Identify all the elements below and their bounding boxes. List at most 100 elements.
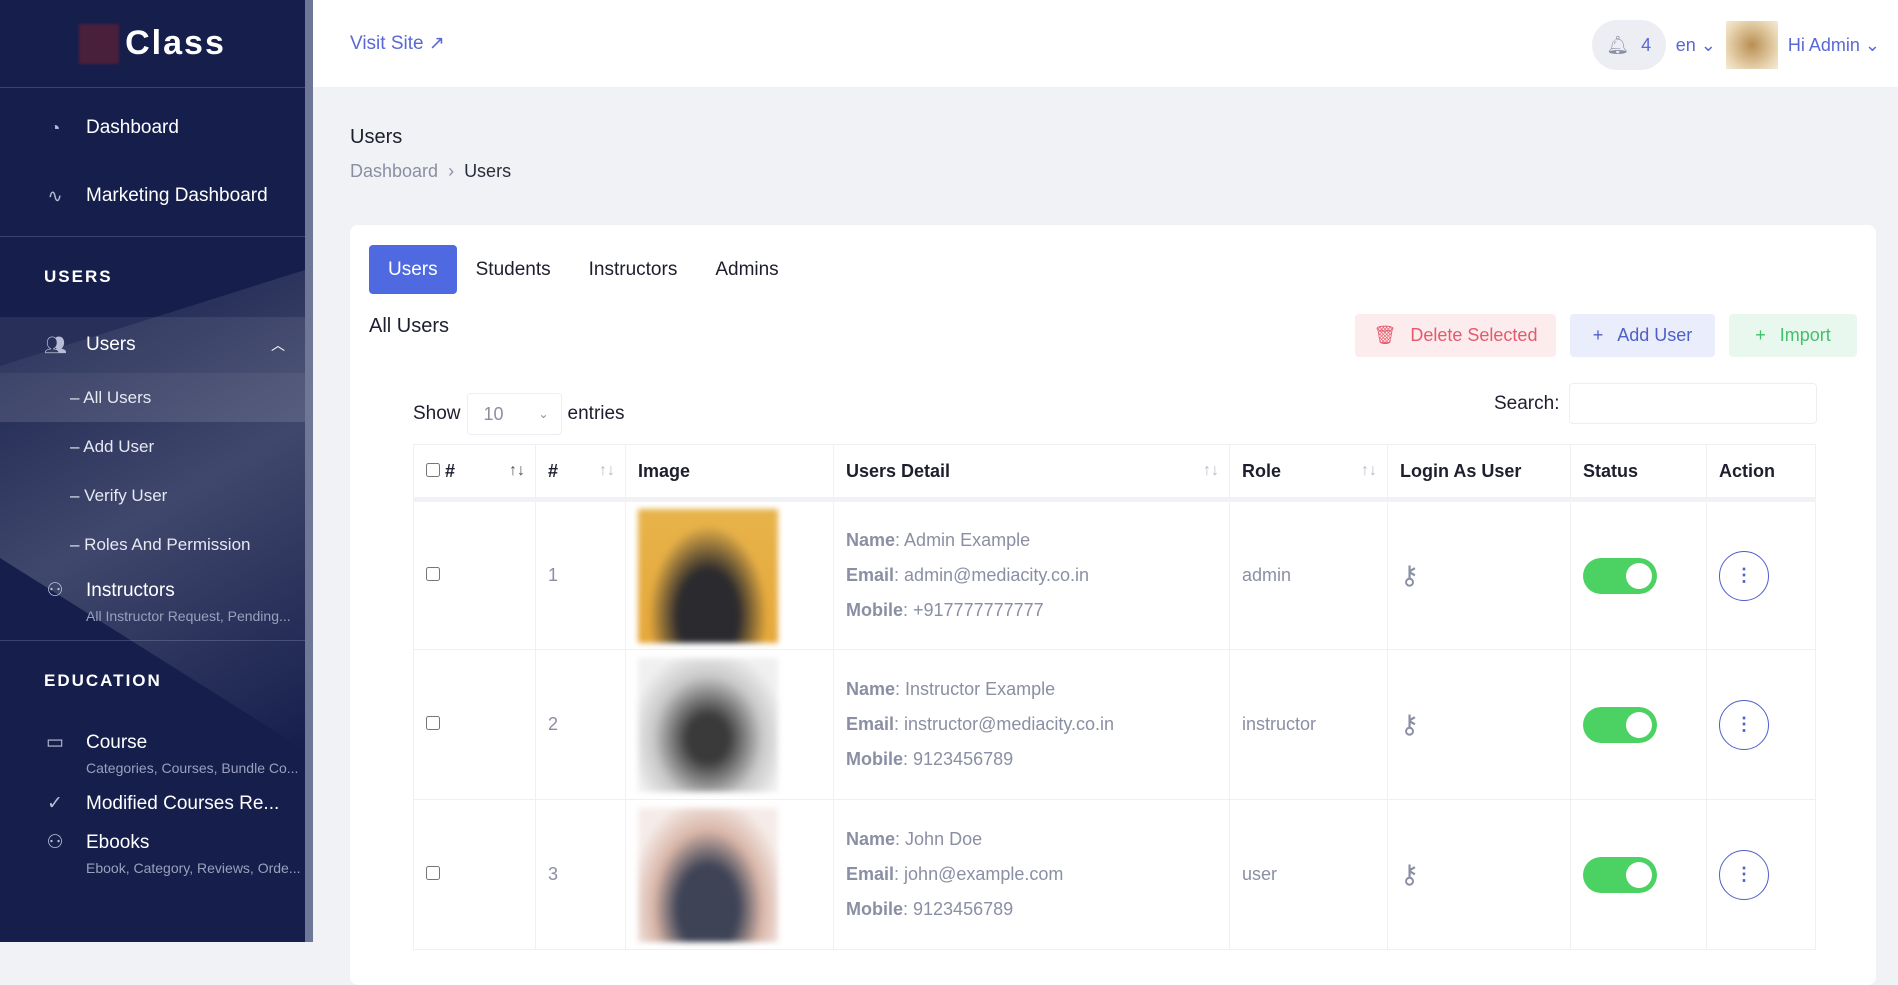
users-card: Users Students Instructors Admins All Us… — [350, 225, 1876, 985]
row-login-cell: ⚷ — [1387, 649, 1571, 800]
notifications-button[interactable]: 🔔︎ 4 — [1591, 20, 1666, 70]
import-button[interactable]: + Import — [1729, 314, 1857, 357]
search-control: Search: — [1494, 383, 1818, 424]
button-label: Add User — [1617, 325, 1693, 345]
user-mobile: 9123456789 — [913, 899, 1014, 919]
page-title: Users — [350, 126, 403, 148]
more-actions-button[interactable]: ⋮ — [1719, 849, 1769, 900]
logo-image — [79, 23, 120, 64]
delete-selected-button[interactable]: 🗑︎ Delete Selected — [1355, 314, 1556, 357]
language-dropdown[interactable]: en ⌄ — [1676, 35, 1716, 56]
sidebar-item-instructors[interactable]: ⚇ Instructors All Instructor Request, Pend… — [0, 579, 305, 625]
sidebar-subitem-roles[interactable]: – Roles And Permission — [70, 534, 251, 554]
row-select-cell — [413, 499, 536, 650]
tab-instructors[interactable]: Instructors — [588, 258, 678, 280]
row-image-cell — [625, 649, 834, 800]
sidebar-item-dashboard[interactable]: ◔ Dashboard — [0, 94, 305, 162]
sidebar-item-ebooks[interactable]: ⚇ Ebooks Ebook, Category, Reviews, Orde... — [0, 831, 305, 877]
row-details: Name: Instructor Example Email: instruct… — [833, 649, 1230, 800]
row-select-cell — [413, 799, 536, 950]
key-icon[interactable]: ⚷ — [1400, 560, 1420, 590]
tab-admins[interactable]: Admins — [715, 258, 779, 280]
sidebar-item-marketing-dashboard[interactable]: ∿ Marketing Dashboard — [0, 162, 305, 230]
entries-control: Show 10 ⌄ entries — [413, 393, 625, 435]
user-photo — [638, 657, 778, 792]
sidebar-item-label: Course — [86, 731, 148, 753]
divider — [0, 640, 305, 641]
sort-icon[interactable]: ↑↓ — [599, 462, 615, 479]
sidebar-item-label: Ebooks — [86, 831, 150, 853]
sidebar-subitem-verify-user[interactable]: – Verify User — [70, 485, 168, 505]
visit-site-label: Visit Site — [350, 33, 424, 54]
sidebar-item-label: Modified Courses Re... — [86, 792, 280, 814]
user-name: Admin Example — [904, 530, 1031, 550]
chevron-down-icon: ⌄ — [1859, 34, 1880, 55]
select-all-checkbox[interactable] — [426, 462, 440, 477]
visit-site-link[interactable]: Visit Site ↗ — [350, 32, 445, 55]
sidebar-item-course[interactable]: ▭ Course Categories, Courses, Bundle Co... — [0, 731, 305, 777]
avatar[interactable] — [1725, 21, 1778, 69]
sidebar-item-desc: Ebook, Category, Reviews, Orde... — [86, 860, 301, 876]
more-actions-button[interactable]: ⋮ — [1719, 550, 1769, 601]
status-toggle[interactable] — [1583, 856, 1657, 893]
search-input[interactable] — [1569, 383, 1818, 424]
section-education: EDUCATION — [44, 671, 162, 690]
user-menu[interactable]: Hi Admin ⌄ — [1788, 35, 1880, 56]
top-header: Visit Site ↗ 🔔︎ 4 en ⌄ Hi Admin ⌄ — [313, 0, 1898, 87]
column-label: Role — [1242, 460, 1282, 481]
table-row: 1 Name: Admin Example Email: admin@media… — [413, 499, 1816, 650]
add-user-button[interactable]: + Add User — [1570, 314, 1715, 357]
book-icon: ▭ — [46, 732, 64, 753]
search-label: Search: — [1494, 392, 1560, 414]
check-circle-icon: ✓ — [47, 793, 63, 814]
user-email: admin@mediacity.co.in — [904, 565, 1090, 585]
sidebar-item-label: Dashboard — [86, 117, 179, 138]
column-role[interactable]: Role ↑↓ — [1229, 444, 1388, 502]
row-checkbox[interactable] — [426, 716, 440, 730]
chevron-down-icon: ⌄ — [538, 407, 549, 421]
button-label: Delete Selected — [1410, 325, 1538, 345]
email-label: Email — [846, 864, 895, 884]
key-icon[interactable]: ⚷ — [1400, 709, 1420, 739]
sidebar-scrollbar[interactable] — [305, 0, 313, 942]
row-checkbox[interactable] — [426, 866, 440, 880]
brand-logo[interactable]: Class — [0, 0, 305, 88]
sidebar-subitem-all-users[interactable]: – All Users — [0, 373, 305, 422]
users-table: # ↑↓ # ↑↓ Image Users Detail ↑↓ Role ↑↓ Logi… — [413, 444, 1816, 950]
users-icon: 👥︎ — [44, 334, 67, 355]
sidebar-item-modified-courses[interactable]: ✓ Modified Courses Re... — [0, 792, 305, 815]
user-tabs: Users Students Instructors Admins — [369, 245, 798, 294]
tab-students[interactable]: Students — [475, 258, 551, 280]
column-users-detail[interactable]: Users Detail ↑↓ — [833, 444, 1230, 502]
row-checkbox[interactable] — [426, 567, 440, 581]
tab-users[interactable]: Users — [369, 245, 457, 294]
sort-icon[interactable]: ↑↓ — [509, 462, 525, 479]
row-role: instructor — [1229, 649, 1388, 800]
sort-icon[interactable]: ↑↓ — [1361, 462, 1377, 479]
status-toggle[interactable] — [1583, 557, 1657, 594]
sidebar-subitem-add-user[interactable]: – Add User — [70, 436, 155, 456]
sidebar-item-label: Users — [86, 334, 136, 355]
row-login-cell: ⚷ — [1387, 499, 1571, 650]
column-number[interactable]: # ↑↓ — [535, 444, 626, 502]
column-label: # — [445, 460, 456, 481]
sidebar-item-users[interactable]: 👥︎ Users ︿ — [0, 317, 305, 373]
sort-icon[interactable]: ↑↓ — [1203, 462, 1219, 479]
breadcrumb-dashboard[interactable]: Dashboard — [350, 161, 439, 181]
row-status-cell — [1570, 799, 1707, 950]
sidebar-item-desc: All Instructor Request, Pending... — [86, 608, 291, 624]
user-icon: ⚇ — [46, 832, 64, 853]
more-actions-button[interactable]: ⋮ — [1719, 699, 1769, 750]
entries-select[interactable]: 10 ⌄ — [466, 393, 562, 435]
external-link-icon: ↗ — [428, 33, 445, 54]
key-icon[interactable]: ⚷ — [1400, 859, 1420, 889]
row-status-cell — [1570, 649, 1707, 800]
mobile-label: Mobile — [846, 899, 903, 919]
name-label: Name — [846, 679, 896, 699]
column-select-all[interactable]: # ↑↓ — [413, 444, 536, 502]
status-toggle[interactable] — [1583, 706, 1657, 743]
table-row: 3 Name: John Doe Email: john@example.com… — [413, 799, 1816, 950]
row-role: admin — [1229, 499, 1388, 650]
notification-count: 4 — [1641, 34, 1652, 55]
table-row: 2 Name: Instructor Example Email: instru… — [413, 649, 1816, 800]
